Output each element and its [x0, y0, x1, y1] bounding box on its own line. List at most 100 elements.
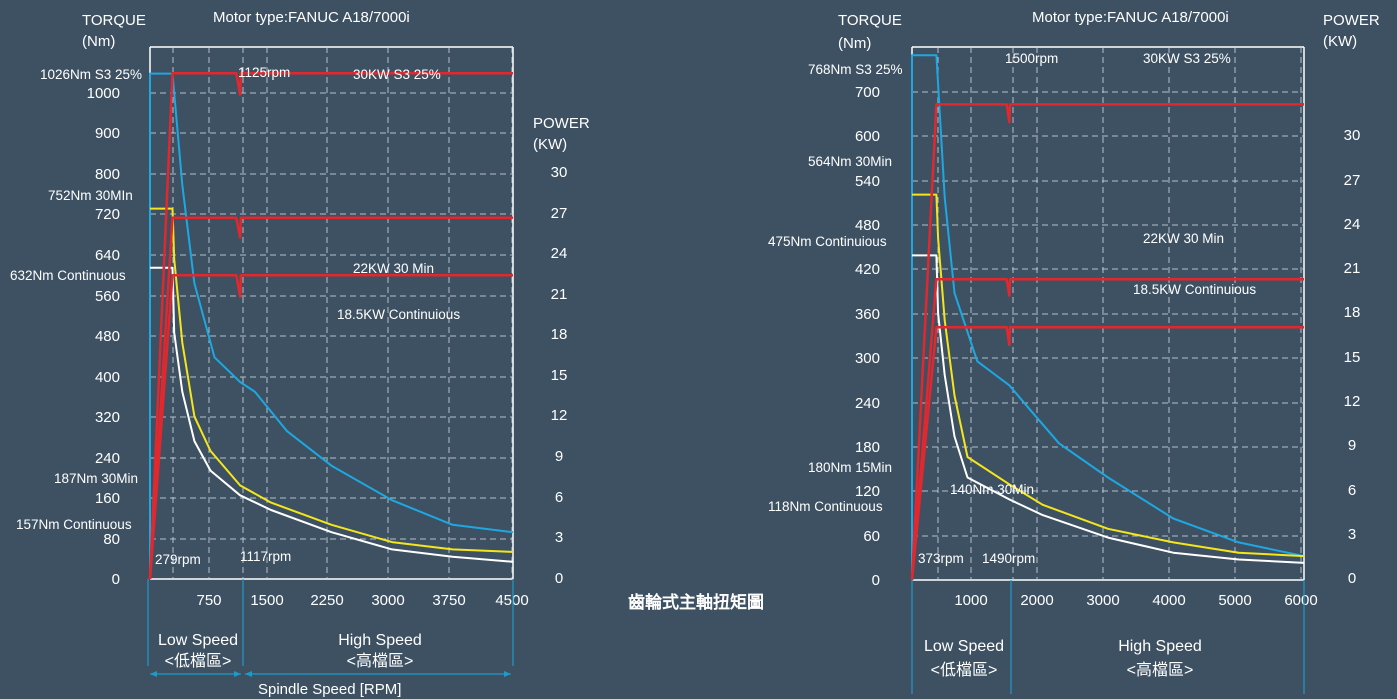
chart1-y2-tick-label: 6	[555, 489, 563, 506]
chart1-y2-tick-label: 18	[551, 326, 568, 343]
chart1-y-tick-label: 560	[95, 288, 120, 305]
chart2-annotation: 22KW 30 Min	[1143, 231, 1224, 246]
chart2-annotation: 140Nm 30Min	[950, 482, 1034, 497]
chart1-zone-arrow-head	[504, 671, 511, 677]
chart2-y-tick-label: 120	[855, 483, 880, 500]
chart1-series-yellow-line	[150, 207, 514, 553]
chart1-y-tick-label: 800	[95, 166, 120, 183]
chart2-y-tick-label: 180	[855, 439, 880, 456]
chart2-title: Motor type:FANUC A18/7000i	[1032, 9, 1229, 26]
chart2-annotation: 564Nm 30Min	[808, 154, 892, 169]
chart2-y-tick-label: 0	[872, 572, 880, 589]
chart1-series-white-line	[150, 266, 514, 563]
chart2-y-tick-label: 300	[855, 350, 880, 367]
chart2-y-tick-label: 480	[855, 217, 880, 234]
chart2-x-tick-label: 2000	[1020, 592, 1053, 609]
chart1-zone-low-label: Low Speed	[158, 632, 238, 649]
chart1-y2label-unit: (KW)	[533, 136, 567, 153]
chart1-y2-tick-label: 0	[555, 570, 563, 587]
chart2-series-blue-line	[911, 54, 1305, 580]
chart1-y-tick-label: 1000	[87, 85, 120, 102]
chart1-y-tick-label: 80	[103, 531, 120, 548]
chart2-zone-high-sub: <高檔區>	[1127, 661, 1194, 679]
chart1-annotation: 279rpm	[155, 552, 201, 567]
chart2-y2-tick-label: 21	[1344, 260, 1361, 277]
chart2-annotation: 475Nm Continuious	[768, 234, 887, 249]
chart1-annotation: 30KW S3 25%	[353, 67, 441, 82]
chart2-y2label: POWER	[1323, 12, 1380, 29]
chart2-zone-low-label: Low Speed	[924, 638, 1004, 655]
chart2-series-red-line	[910, 103, 1304, 581]
chart1-series-red-line	[148, 72, 513, 580]
chart1-annotation: 1125rpm	[238, 65, 290, 80]
chart1-annotation: 632Nm Continuous	[10, 268, 126, 283]
chart1-y-tick-label: 720	[95, 206, 120, 223]
chart2-y2label-unit: (KW)	[1323, 33, 1357, 50]
chart1-x-tick-label: 4500	[495, 592, 528, 609]
chart1-annotation: 1117rpm	[240, 549, 291, 564]
chart1-x-tick-label: 3750	[432, 592, 465, 609]
chart1-xlabel: Spindle Speed [RPM]	[258, 681, 401, 698]
chart1-series-red-line	[148, 273, 513, 580]
chart2-y2-tick-label: 6	[1348, 482, 1356, 499]
chart1-y-tick-label: 900	[95, 125, 120, 142]
chart2-y-tick-label: 700	[855, 84, 880, 101]
chart1-zone-arrow-head	[245, 671, 252, 677]
chart1-ylabel-unit: (Nm)	[82, 33, 115, 50]
chart1-annotation: 1026Nm S3 25%	[40, 67, 142, 82]
chart2-y2-tick-label: 30	[1344, 127, 1361, 144]
chart2-x-tick-label: 1000	[954, 592, 987, 609]
chart2-y2-tick-label: 3	[1348, 526, 1356, 543]
chart2-annotation: 768Nm S3 25%	[808, 62, 903, 77]
chart2-annotation: 118Nm Continuous	[768, 499, 883, 514]
chart2-annotation: 1490rpm	[982, 551, 1035, 566]
chart2-series-red-line	[910, 325, 1304, 581]
chart1-annotation: 22KW 30 Min	[353, 261, 434, 276]
chart2-y-tick-label: 600	[855, 128, 880, 145]
chart1-zone-arrow-head	[150, 671, 157, 677]
chart2-y2-tick-label: 24	[1344, 216, 1361, 233]
chart1-y2-tick-label: 30	[551, 164, 568, 181]
chart1-y-tick-label: 240	[95, 450, 120, 467]
chart1-annotation: 18.5KW Continuious	[337, 307, 460, 322]
chart2-annotation: 18.5KW Continuious	[1133, 282, 1256, 297]
chart2-annotation: 1500rpm	[1005, 51, 1058, 66]
chart1-annotation: 157Nm Continuous	[16, 517, 132, 532]
chart1-y2-tick-label: 24	[551, 245, 568, 262]
chart1-x-tick-label: 2250	[310, 592, 343, 609]
chart2-series-white-line	[912, 254, 1305, 564]
chart2-ylabel: TORQUE	[838, 12, 902, 29]
chart2-annotation: 30KW S3 25%	[1143, 51, 1231, 66]
chart1-y2-tick-label: 3	[555, 529, 563, 546]
chart1-y-tick-label: 480	[95, 328, 120, 345]
chart2-x-tick-label: 6000	[1284, 592, 1317, 609]
chart2-y-tick-label: 420	[855, 261, 880, 278]
chart1-y2-tick-label: 27	[551, 205, 568, 222]
chart1-ylabel: TORQUE	[82, 12, 146, 29]
chart2-y2-tick-label: 27	[1344, 172, 1361, 189]
chart2-x-tick-label: 4000	[1152, 592, 1185, 609]
chart2-y2-tick-label: 18	[1344, 304, 1361, 321]
chart1-zone-low-sub: <低檔區>	[165, 652, 232, 670]
chart1-y2-tick-label: 9	[555, 448, 563, 465]
chart2-ylabel-unit: (Nm)	[838, 35, 871, 52]
chart2-series-yellow-line	[912, 193, 1305, 558]
chart1-y2-tick-label: 15	[551, 367, 568, 384]
chart1-y2-tick-label: 21	[551, 286, 568, 303]
chart1-series-blue-line	[149, 72, 514, 579]
chart2-series-red-line	[910, 278, 1304, 581]
chart1-series-red-line	[148, 216, 513, 580]
chart2-y2-tick-label: 15	[1344, 349, 1361, 366]
chart2-x-tick-label: 3000	[1086, 592, 1119, 609]
chart1-annotation: 752Nm 30MIn	[48, 188, 133, 203]
chart1-x-tick-label: 3000	[371, 592, 404, 609]
center-title: 齒輪式主軸扭矩圖	[628, 593, 764, 612]
chart1-y2-tick-label: 12	[551, 407, 568, 424]
chart1-zone-arrow-head	[234, 671, 241, 677]
chart2-x-tick-label: 5000	[1218, 592, 1251, 609]
chart1-x-tick-label: 750	[196, 592, 221, 609]
chart2-y-tick-label: 240	[855, 395, 880, 412]
chart2-y-tick-label: 60	[863, 528, 880, 545]
chart1-zone-high-sub: <高檔區>	[347, 652, 414, 670]
